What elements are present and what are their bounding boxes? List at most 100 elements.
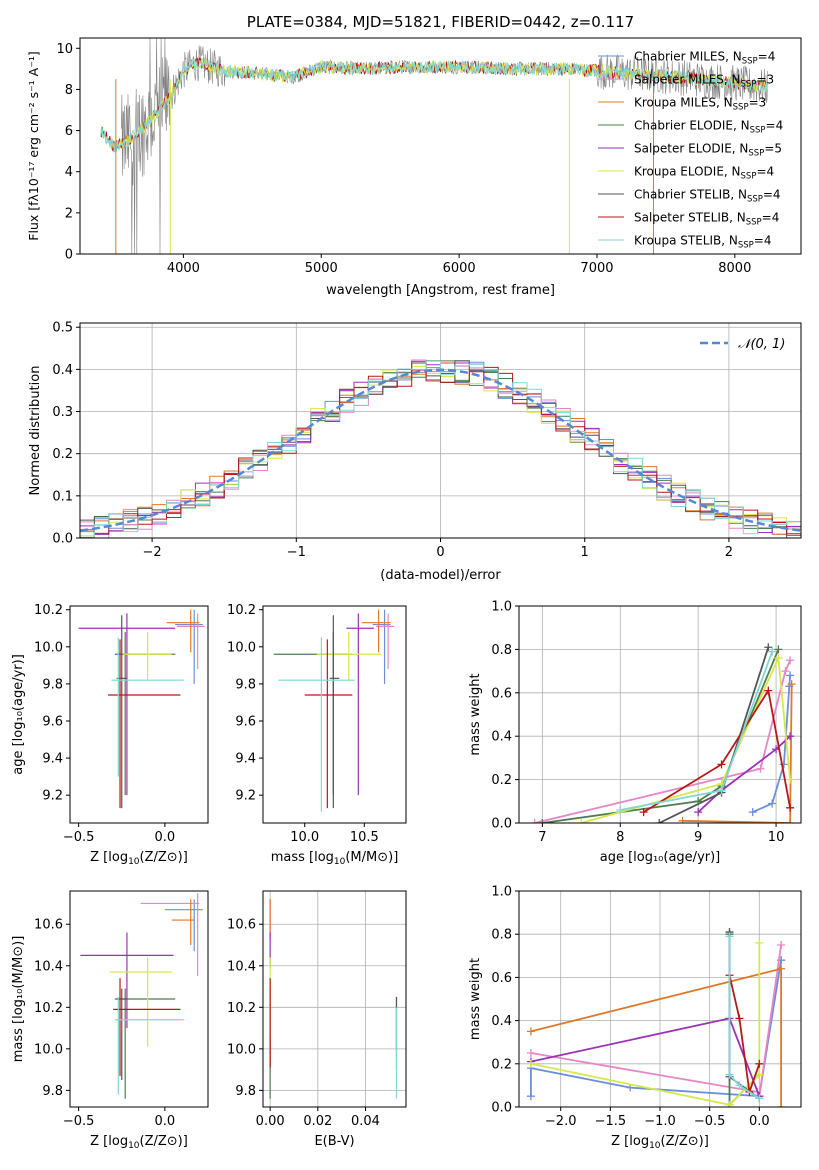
y-tick-label: 1.0: [491, 600, 512, 615]
legend-label-text: Chabrier STELIB, N: [634, 188, 747, 202]
y-axis-label: Normed distribution: [28, 366, 43, 496]
point-marker-salpeter_miles: [786, 656, 795, 665]
point-marker-salpeter_stelib: [755, 1059, 764, 1068]
point-marker-chabrier_elodie: [774, 645, 783, 654]
y-tick-label: 0.8: [491, 643, 512, 658]
x-tick-label: 0.0: [155, 1114, 176, 1129]
x-tick-label: 0.0: [749, 1114, 770, 1129]
point-marker-chabrier_stelib: [764, 643, 773, 652]
point-marker-kroupa_elodie: [577, 819, 586, 823]
legend-label: Chabrier STELIB, NSSP=4: [634, 188, 781, 205]
y-tick-label: 10.6: [34, 918, 63, 933]
y-tick-label: 0.8: [491, 928, 512, 943]
y-tick-label: 9.8: [235, 1084, 256, 1099]
x-axis-label-sub: 10: [128, 857, 140, 867]
y-tick-label: 9.8: [235, 677, 256, 692]
legend-label: Chabrier MILES, NSSP=4: [634, 50, 775, 67]
histograms: [80, 359, 801, 538]
y-tick-label: 10.0: [34, 1042, 63, 1057]
legend-label-val: =4: [758, 50, 776, 64]
y-tick-label: 2: [65, 206, 73, 221]
x-axis-label: Z [log10(Z/Z⊙)]: [90, 850, 188, 867]
spectrum-model-line-kroupa_stelib: [100, 58, 768, 153]
axes-frame: [518, 890, 802, 1108]
point-marker-kroupa_elodie: [755, 938, 764, 947]
y-tick-label: 4: [65, 165, 73, 180]
legend-label: Kroupa STELIB, NSSP=4: [634, 234, 772, 251]
x-axis-label-rest: (Z/Z⊙)]: [140, 1134, 188, 1149]
x-axis-label-main: Z [log: [90, 1134, 128, 1149]
point-marker-salpeter_miles: [756, 764, 765, 773]
y-tick-label: 9.2: [42, 789, 63, 804]
x-axis-label: (data-model)/error: [380, 568, 501, 583]
x-axis-label: E(B-V): [314, 1134, 354, 1149]
point-marker-chabrier_elodie: [538, 819, 547, 823]
x-axis-label-main: mass [log: [271, 850, 334, 865]
point-marker-kroupa_miles: [786, 819, 795, 823]
x-axis-label-main: Z [log: [611, 1134, 649, 1149]
x-tick-label: 4000: [167, 261, 200, 276]
mass_vs_z-panel: −0.5 0.0 9.8 10.0 10.2 10.4 10.6 Z [log10(Z/Z⊙)…: [11, 890, 209, 1151]
legend-label-text: Salpeter MILES, N: [634, 73, 741, 87]
point-marker-chabrier_miles: [786, 671, 795, 680]
series-line-salpeter_miles: [534, 659, 791, 823]
residuals-panel: −2 −1 0 1 2 0.0 0.1 0.2 0.3 0.4 0.5 (data-model)/er…: [28, 321, 802, 583]
x-axis-label: wavelength [Angstrom, rest frame]: [326, 283, 555, 298]
legend-label: 𝒩(0, 1): [738, 337, 785, 352]
y-tick-label: 8: [65, 83, 73, 98]
y-tick-label: 9.4: [42, 752, 63, 767]
point-marker-salpeter_elodie: [786, 732, 795, 741]
y-tick-label: 10.6: [227, 918, 256, 933]
legend-label-text: Kroupa ELODIE, N: [634, 165, 741, 179]
legend-label-sub: SSP: [733, 103, 749, 113]
y-tick-label: 0.4: [52, 363, 73, 378]
x-tick-label: 7000: [580, 261, 613, 276]
x-tick-label: 0: [436, 545, 444, 560]
y-tick-label: 10.4: [227, 959, 256, 974]
x-tick-label: −1.5: [595, 1114, 627, 1129]
x-axis-label-rest: (M/M⊙)]: [345, 850, 398, 865]
y-tick-label: 0.6: [491, 971, 512, 986]
point-marker-salpeter_stelib: [764, 686, 773, 695]
series-lines: [530, 643, 796, 823]
errorbars: [80, 893, 203, 1099]
legend-label-val: =3: [756, 73, 774, 87]
age_vs_z-panel: −0.5 0.0 9.2 9.4 9.6 9.8 10.0 10.2 Z [log10(Z/Z⊙…: [11, 603, 209, 867]
legend-label-val: =4: [763, 188, 781, 202]
legend-label: Kroupa MILES, NSSP=3: [634, 96, 766, 113]
y-tick-label: 10.2: [34, 1001, 63, 1016]
legend-label-text: Chabrier MILES, N: [634, 50, 742, 64]
x-axis-label: age [log₁₀(age/yr)]: [600, 850, 721, 865]
point-marker-kroupa_elodie: [774, 654, 783, 663]
point-marker-salpeter_stelib: [639, 808, 648, 817]
x-tick-label: 10.5: [350, 830, 379, 845]
series-line-chabrier_stelib: [728, 932, 760, 1100]
y-tick-label: 0.2: [491, 1057, 512, 1072]
legend-label: Salpeter MILES, NSSP=3: [634, 73, 774, 90]
x-axis-label-sub: 10: [649, 1141, 661, 1151]
series-line-kroupa_stelib: [728, 936, 760, 1100]
legend-label: Kroupa ELODIE, NSSP=4: [634, 165, 774, 182]
point-marker-salpeter_stelib: [735, 1014, 744, 1023]
legend-label-val: =5: [764, 142, 782, 156]
point-marker-kroupa_stelib: [725, 1070, 734, 1079]
legend-label-text: Salpeter STELIB, N: [634, 211, 746, 225]
point-marker-kroupa_miles: [777, 1103, 786, 1107]
y-tick-label: 9.8: [42, 1084, 63, 1099]
point-marker-salpeter_miles: [530, 819, 539, 823]
normal-curve: [80, 368, 801, 532]
x-tick-label: 0.00: [256, 1114, 285, 1129]
errorbars: [273, 609, 395, 812]
x-axis-label-main: Z [log: [90, 850, 128, 865]
axes-frame: [518, 605, 802, 824]
x-tick-label: 9: [694, 830, 702, 845]
histogram-kroupa_stelib: [80, 360, 801, 538]
series-line-chabrier_miles: [530, 959, 782, 1098]
legend-label-sub: SSP: [742, 57, 758, 67]
axes-frame: [262, 890, 407, 1108]
legend-label-sub: SSP: [746, 218, 762, 228]
x-tick-label: 8000: [718, 261, 751, 276]
y-axis-label: mass weight: [468, 958, 483, 1040]
